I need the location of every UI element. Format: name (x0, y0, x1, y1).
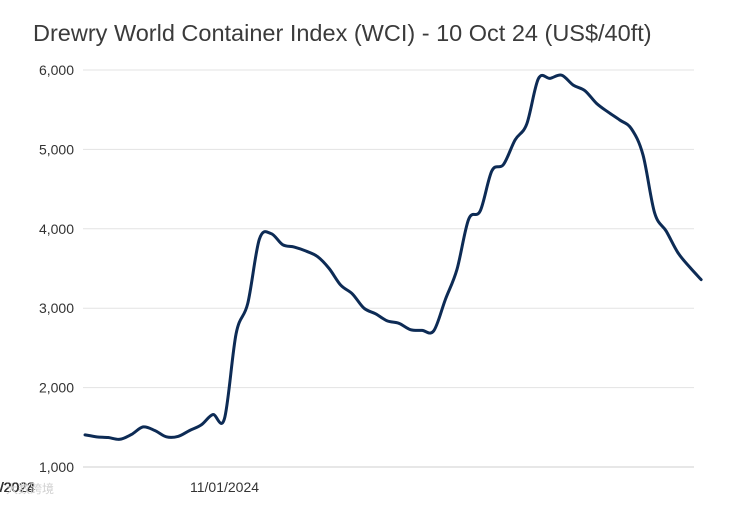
x-tick-label: 11/01/2024 (190, 479, 259, 495)
x-tick-label: 30/08/2024 (0, 479, 35, 495)
y-tick-label: 4,000 (39, 221, 74, 237)
watermark-logo: 大数跨境 (6, 482, 55, 496)
x-axis-ticks: 14/11/2023 11/01/2024 09/03/202406/05/2024… (0, 479, 259, 495)
x-tick-label: 14/11/2023 (0, 479, 35, 495)
grid-lines (83, 69, 694, 468)
y-tick-label: 2,000 (39, 380, 74, 396)
y-axis-ticks: 1,000 2,000 3,000 4,000 5,000 6,000 (39, 62, 74, 475)
x-tick-label: 09/03/2024 (0, 479, 35, 495)
x-tick-label: 03/07/2024 (0, 479, 35, 495)
y-tick-label: 1,000 (39, 459, 74, 475)
x-tick-label: 06/05/2024 (0, 479, 35, 495)
y-tick-label: 6,000 (39, 62, 74, 78)
series-line (83, 73, 703, 441)
chart-title: Drewry World Container Index (WCI) - 10 … (33, 20, 652, 46)
y-tick-label: 3,000 (39, 300, 74, 316)
y-tick-label: 5,000 (39, 141, 74, 157)
